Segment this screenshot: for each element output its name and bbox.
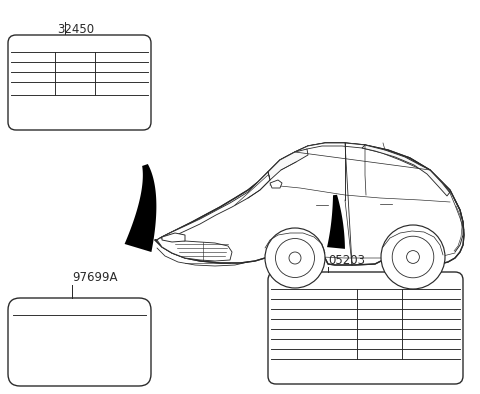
Polygon shape: [125, 164, 156, 252]
FancyBboxPatch shape: [268, 272, 463, 384]
Text: 97699A: 97699A: [72, 271, 118, 284]
Polygon shape: [162, 233, 185, 242]
Polygon shape: [295, 143, 430, 172]
Polygon shape: [268, 149, 308, 180]
Text: 05203: 05203: [328, 254, 365, 267]
Circle shape: [381, 225, 445, 289]
Polygon shape: [362, 145, 450, 196]
Polygon shape: [270, 180, 282, 188]
Polygon shape: [162, 172, 270, 241]
FancyBboxPatch shape: [8, 35, 151, 130]
Polygon shape: [155, 143, 464, 265]
FancyBboxPatch shape: [8, 298, 151, 386]
Text: 32450: 32450: [57, 23, 94, 36]
Polygon shape: [327, 195, 345, 249]
Circle shape: [265, 228, 325, 288]
Polygon shape: [157, 238, 232, 261]
